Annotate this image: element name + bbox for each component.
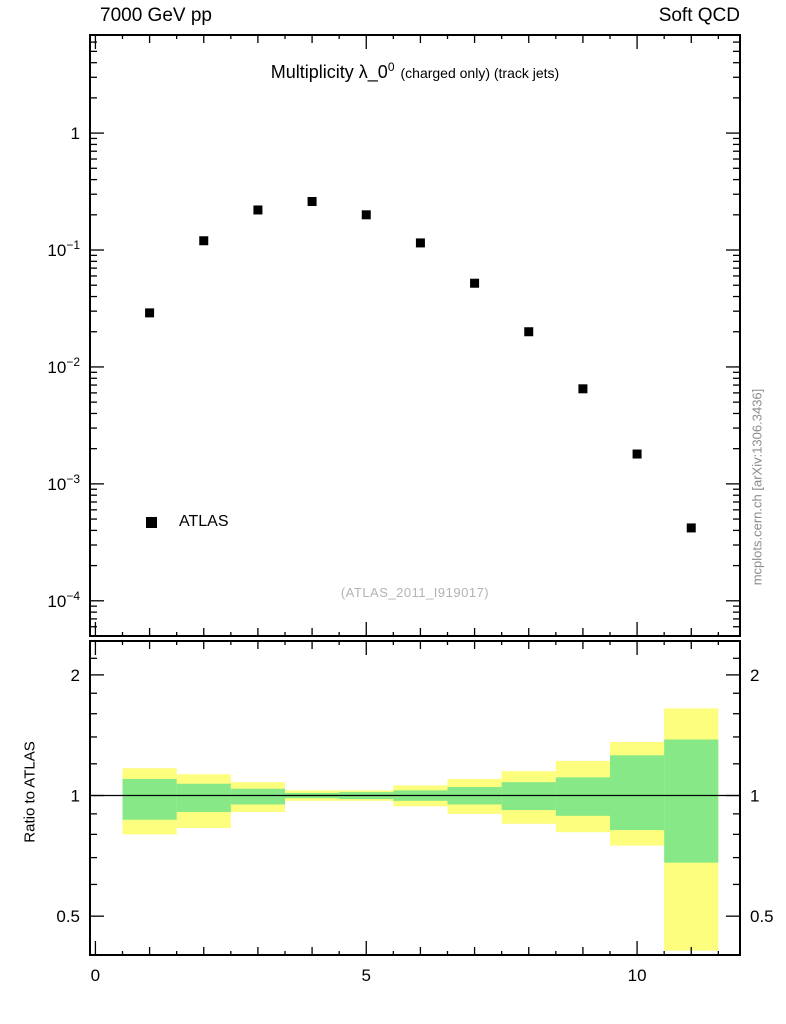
ratio-axis-label: Ratio to ATLAS <box>21 741 39 843</box>
plot-title-suffix: (charged only) (track jets) <box>400 65 560 81</box>
tick-label: 10−1 <box>47 238 80 260</box>
tick-label: 10−2 <box>47 355 80 377</box>
analysis-id-watermark: (ATLAS_2011_I919017) <box>340 585 490 600</box>
green-uncertainty-band <box>610 755 665 831</box>
legend-square-marker-icon <box>146 516 157 528</box>
green-uncertainty-band <box>555 777 610 816</box>
tick-label: 1 <box>71 787 80 806</box>
data-point <box>524 327 534 337</box>
legend: ATLAS <box>146 513 229 531</box>
tick-label: 0 <box>91 966 100 985</box>
plot-title-main: Multiplicity λ_0 <box>270 62 388 82</box>
plot-title-superscript: 0 <box>387 60 395 74</box>
tick-label: 10−3 <box>47 472 80 494</box>
tick-label: 2 <box>71 666 80 685</box>
tick-label: 1 <box>750 787 759 806</box>
tick-label: 5 <box>362 966 371 985</box>
green-uncertainty-band <box>230 788 285 805</box>
green-uncertainty-band <box>122 778 177 820</box>
beam-energy-label: 7000 GeV pp <box>100 5 212 26</box>
data-point <box>253 205 263 215</box>
tick-label: 10 <box>628 966 647 985</box>
plot-title: Multiplicity λ_00 (charged only) (track j… <box>90 60 740 83</box>
process-group-label: Soft QCD <box>658 5 740 26</box>
data-point <box>199 236 209 246</box>
data-point <box>145 308 155 318</box>
green-uncertainty-band <box>176 783 231 812</box>
source-citation-caption: mcplots.cern.ch [arXiv:1306.3436] <box>749 388 765 586</box>
data-point <box>632 449 642 459</box>
tick-label: 10−4 <box>47 589 80 611</box>
data-point <box>415 238 425 248</box>
tick-label: 2 <box>750 666 759 685</box>
data-point <box>307 196 317 206</box>
ratio-panel-frame <box>89 640 741 956</box>
data-point <box>578 384 588 394</box>
green-uncertainty-band <box>664 739 719 863</box>
tick-label: 0.5 <box>56 907 80 926</box>
data-point <box>686 523 696 533</box>
data-point <box>361 210 371 220</box>
data-point <box>470 278 480 288</box>
tick-label: 0.5 <box>750 907 774 926</box>
legend-label: ATLAS <box>179 513 229 530</box>
tick-label: 1 <box>71 124 80 143</box>
main-panel-frame <box>89 34 741 637</box>
